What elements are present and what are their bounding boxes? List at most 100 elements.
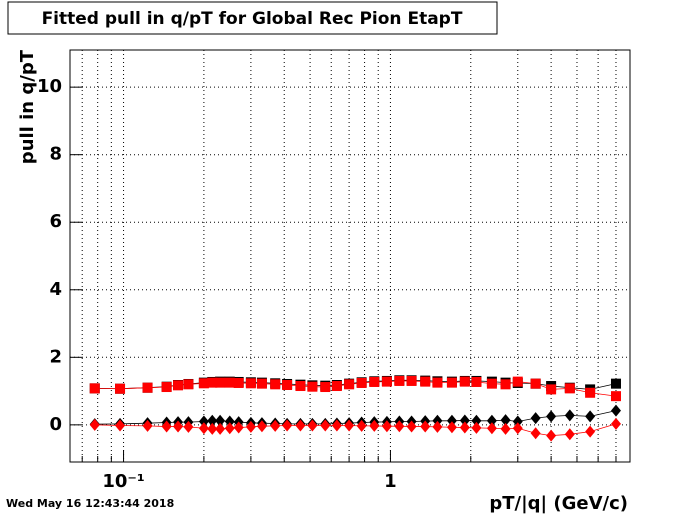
y-tick-label: 2 [49, 346, 62, 367]
diamond-marker [512, 422, 523, 435]
square-marker [610, 378, 621, 389]
diamond-marker [115, 419, 126, 432]
diamond-marker [546, 410, 557, 423]
square-marker [270, 379, 281, 390]
diamond-marker [198, 422, 209, 435]
diamond-marker [224, 415, 235, 428]
square-marker [89, 383, 100, 394]
square-marker [207, 377, 218, 388]
x-axis-label: pT/|q| (GeV/c) [489, 493, 628, 514]
diamond-marker [420, 420, 431, 433]
square-marker [564, 383, 575, 394]
diamond-marker [471, 414, 482, 427]
square-marker [256, 378, 267, 389]
diamond-marker [610, 417, 621, 430]
diamond-marker [233, 421, 244, 434]
diamond-marker [207, 414, 218, 427]
square-marker [173, 380, 184, 391]
diamond-marker [256, 420, 267, 433]
square-marker [381, 376, 392, 387]
diamond-marker [486, 422, 497, 435]
x-tick-label: 10⁻¹ [102, 471, 144, 492]
diamond-marker [215, 414, 226, 427]
diamond-marker [282, 419, 293, 432]
square-marker [142, 382, 153, 393]
square-marker [198, 378, 209, 389]
diamond-marker [530, 427, 541, 440]
diamond-marker [198, 415, 209, 428]
square-marker [331, 381, 342, 392]
square-marker [307, 381, 318, 392]
square-marker [585, 387, 596, 398]
diamond-marker [446, 414, 457, 427]
square-marker [245, 378, 256, 389]
diamond-marker [546, 429, 557, 442]
y-tick-label: 4 [49, 279, 62, 300]
y-tick-label: 6 [49, 211, 62, 232]
diamond-marker [207, 422, 218, 435]
square-marker [233, 377, 244, 388]
square-marker [115, 383, 126, 394]
diamond-marker [173, 420, 184, 433]
diamond-marker [307, 419, 318, 432]
diamond-marker [471, 421, 482, 434]
diamond-marker [446, 421, 457, 434]
diamond-marker [369, 419, 380, 432]
diamond-marker [356, 419, 367, 432]
diamond-marker [394, 420, 405, 433]
y-tick-label: 8 [49, 144, 62, 165]
diamond-marker [245, 420, 256, 433]
diamond-marker [142, 419, 153, 432]
title-box [7, 1, 498, 35]
diamond-marker [500, 414, 511, 427]
square-marker [471, 376, 482, 387]
diamond-marker [224, 422, 235, 435]
diamond-marker [270, 419, 281, 432]
x-tick-label: 1 [384, 471, 397, 492]
square-marker [282, 380, 293, 391]
square-marker [183, 379, 194, 390]
diamond-marker [459, 414, 470, 427]
square-marker [394, 375, 405, 386]
square-marker [512, 376, 523, 387]
square-marker [446, 377, 457, 388]
square-marker [295, 381, 306, 392]
diamond-marker [512, 415, 523, 428]
diamond-marker [432, 414, 443, 427]
diamond-marker [89, 418, 100, 431]
square-marker [406, 375, 417, 386]
diamond-marker [610, 404, 621, 417]
square-marker [320, 382, 331, 393]
square-marker [356, 377, 367, 388]
diamond-marker [432, 420, 443, 433]
diamond-marker [320, 419, 331, 432]
square-marker [344, 379, 355, 390]
square-marker [215, 377, 226, 388]
y-tick-label: 0 [49, 414, 62, 435]
diamond-marker [344, 419, 355, 432]
diamond-marker [585, 425, 596, 438]
diamond-marker [564, 409, 575, 422]
square-marker [432, 377, 443, 388]
diamond-marker [295, 419, 306, 432]
diamond-marker [459, 421, 470, 434]
diamond-marker [486, 414, 497, 427]
diamond-marker [381, 420, 392, 433]
diamond-marker [564, 428, 575, 441]
diamond-marker [530, 412, 541, 425]
square-marker [459, 376, 470, 387]
y-axis-label: pull in q/pT [17, 49, 38, 164]
square-marker [546, 384, 557, 395]
chart-title: Fitted pull in q/pT for Global Rec Pion … [42, 9, 463, 29]
square-marker [486, 378, 497, 389]
square-marker [530, 378, 541, 389]
square-marker [224, 377, 235, 388]
square-marker [420, 376, 431, 387]
y-tick-label: 10 [37, 76, 62, 97]
diamond-marker [585, 410, 596, 423]
square-marker [369, 376, 380, 387]
diamond-marker [161, 420, 172, 433]
timestamp: Wed May 16 12:43:44 2018 [6, 497, 174, 510]
